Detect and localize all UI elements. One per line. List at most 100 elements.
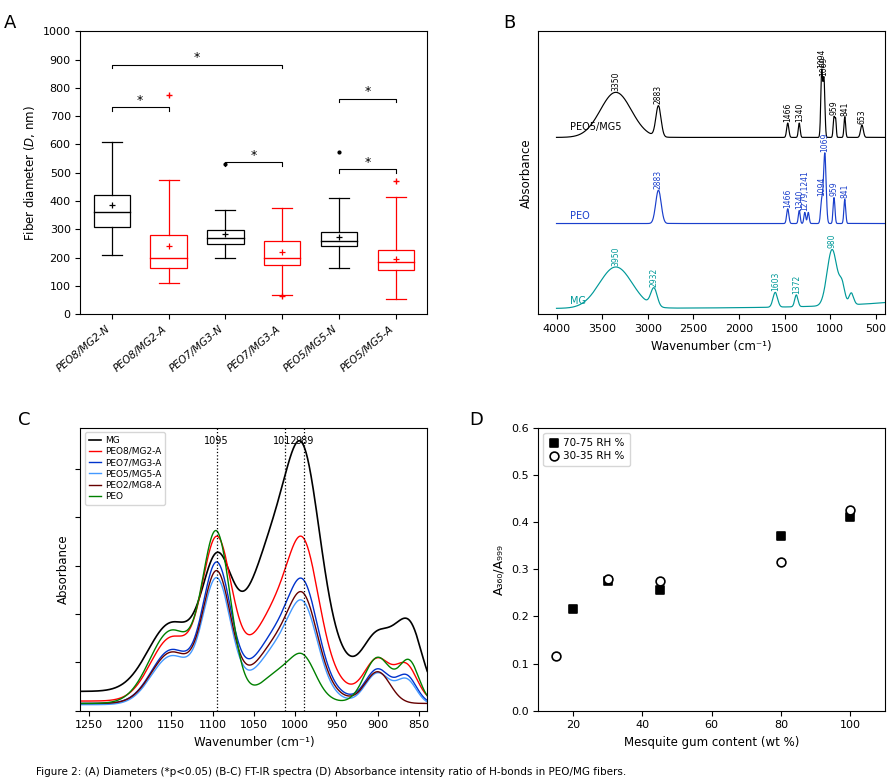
PEO2/MG8-A — [289, 593, 299, 602]
Text: A: A — [4, 14, 16, 32]
Text: MG: MG — [570, 296, 586, 306]
PEO2/MG8-A — [119, 696, 130, 705]
70-75 RH % — [601, 575, 615, 587]
Line: PEO7/MG3-A: PEO7/MG3-A — [80, 562, 427, 704]
Text: 1603: 1603 — [771, 272, 780, 291]
30-35 RH % — [843, 504, 857, 516]
Line: PEO8/MG2-A: PEO8/MG2-A — [80, 536, 427, 701]
Text: 1094: 1094 — [817, 177, 826, 197]
MG — [422, 666, 433, 676]
Text: 1279,1241: 1279,1241 — [800, 170, 809, 211]
PEO7/MG3-A — [422, 696, 433, 705]
PEO5/MG5-A — [422, 697, 433, 707]
70-75 RH % — [843, 511, 857, 523]
PEO7/MG3-A — [362, 674, 373, 683]
Text: 1012: 1012 — [273, 436, 298, 446]
PEO — [383, 660, 393, 669]
PEO8/MG2-A — [119, 691, 130, 701]
MG — [75, 686, 86, 696]
PEO5/MG5-A — [119, 697, 130, 706]
Text: 1466: 1466 — [783, 188, 792, 208]
Text: 2883: 2883 — [654, 85, 663, 105]
PEO7/MG3-A — [289, 580, 299, 589]
Text: D: D — [468, 411, 483, 429]
PEO2/MG8-A — [75, 699, 86, 708]
PEO5/MG5-A — [274, 629, 284, 639]
30-35 RH % — [601, 572, 615, 585]
MG — [383, 622, 393, 632]
MG — [119, 678, 130, 687]
30-35 RH % — [548, 651, 562, 663]
X-axis label: Wavenumber (cm⁻¹): Wavenumber (cm⁻¹) — [652, 340, 772, 353]
Text: 980: 980 — [828, 234, 837, 248]
Text: Figure 2: (A) Diameters (*p<0.05) (B-C) FT-IR spectra (D) Absorbance intensity r: Figure 2: (A) Diameters (*p<0.05) (B-C) … — [36, 767, 626, 777]
PEO2/MG8-A — [362, 676, 373, 686]
MG — [294, 436, 305, 445]
Line: PEO5/MG5-A: PEO5/MG5-A — [80, 578, 427, 704]
Text: 1466: 1466 — [783, 102, 792, 122]
70-75 RH % — [774, 530, 789, 542]
Text: 1340: 1340 — [795, 190, 804, 209]
PEO7/MG3-A — [75, 699, 86, 708]
PEO5/MG5-A — [362, 677, 373, 686]
PEO8/MG2-A — [383, 658, 393, 667]
Text: 841: 841 — [840, 102, 849, 116]
PEO5/MG5-A — [211, 573, 222, 583]
PEO — [422, 691, 433, 701]
PEO2/MG8-A — [274, 623, 284, 633]
PEO5/MG5-A — [82, 700, 93, 709]
PEO — [82, 699, 93, 708]
PEO — [210, 526, 221, 535]
Text: 1094: 1094 — [817, 49, 826, 68]
PEO8/MG2-A — [274, 581, 284, 590]
Text: 959: 959 — [830, 182, 839, 196]
PEO8/MG2-A — [82, 697, 93, 706]
Text: 1069: 1069 — [821, 132, 830, 152]
PEO — [289, 651, 299, 660]
Text: 653: 653 — [857, 109, 866, 124]
30-35 RH % — [653, 575, 667, 587]
Text: PEO: PEO — [570, 211, 590, 221]
Line: PEO: PEO — [80, 530, 427, 704]
Text: *: * — [137, 94, 143, 106]
Legend: 70-75 RH %, 30-35 RH %: 70-75 RH %, 30-35 RH % — [544, 433, 630, 466]
Text: 1095: 1095 — [205, 436, 229, 446]
Text: *: * — [365, 156, 371, 169]
Bar — [94, 195, 130, 226]
PEO8/MG2-A — [289, 539, 299, 548]
MG — [289, 442, 299, 451]
PEO5/MG5-A — [289, 601, 299, 610]
PEO8/MG2-A — [362, 663, 373, 672]
Text: PEO5/MG5: PEO5/MG5 — [570, 122, 621, 131]
X-axis label: Mesquite gum content (wt %): Mesquite gum content (wt %) — [624, 736, 799, 749]
Line: PEO2/MG8-A: PEO2/MG8-A — [80, 571, 427, 704]
Text: *: * — [365, 85, 371, 98]
Bar — [207, 230, 244, 244]
Text: 989: 989 — [295, 436, 314, 446]
PEO2/MG8-A — [422, 699, 433, 708]
PEO7/MG3-A — [383, 670, 393, 679]
X-axis label: Wavenumber (cm⁻¹): Wavenumber (cm⁻¹) — [194, 736, 314, 749]
Text: B: B — [503, 14, 516, 32]
Text: 1372: 1372 — [792, 274, 801, 294]
Text: 3350: 3350 — [611, 72, 620, 91]
Legend: MG, PEO8/MG2-A, PEO7/MG3-A, PEO5/MG5-A, PEO2/MG8-A, PEO: MG, PEO8/MG2-A, PEO7/MG3-A, PEO5/MG5-A, … — [85, 432, 164, 505]
MG — [362, 637, 373, 647]
PEO8/MG2-A — [422, 691, 433, 701]
PEO7/MG3-A — [274, 613, 284, 622]
PEO7/MG3-A — [82, 699, 93, 708]
Text: *: * — [250, 148, 257, 162]
Text: 841: 841 — [840, 184, 849, 198]
Y-axis label: A₃₆₀/A₉₉₉: A₃₆₀/A₉₉₉ — [493, 544, 505, 594]
Text: C: C — [18, 411, 30, 429]
Text: 1069: 1069 — [820, 57, 829, 76]
PEO — [362, 665, 373, 675]
PEO — [119, 692, 130, 701]
70-75 RH % — [566, 603, 580, 615]
Text: 2932: 2932 — [649, 267, 659, 287]
MG — [274, 492, 284, 501]
Line: MG: MG — [80, 440, 427, 691]
70-75 RH % — [653, 584, 667, 597]
30-35 RH % — [774, 556, 789, 569]
PEO7/MG3-A — [119, 696, 130, 705]
